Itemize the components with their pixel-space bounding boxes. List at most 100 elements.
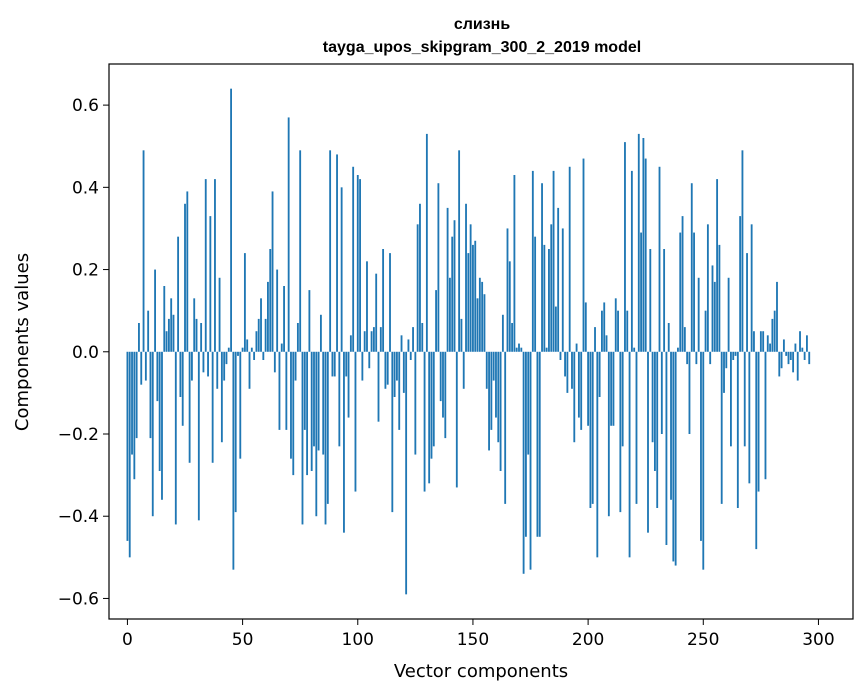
bar — [794, 343, 797, 352]
x-tick-label: 300 — [802, 630, 834, 650]
bar — [697, 277, 700, 352]
bar — [306, 351, 309, 476]
bar — [467, 253, 470, 352]
bar — [377, 351, 380, 422]
bar — [444, 351, 447, 439]
bar — [437, 183, 440, 352]
bar — [407, 339, 410, 352]
bar — [352, 166, 355, 352]
bar — [580, 351, 583, 430]
bar — [799, 331, 801, 352]
bar — [490, 351, 493, 430]
bar — [531, 170, 534, 352]
bar — [640, 232, 643, 352]
bar — [644, 158, 647, 352]
bar — [612, 351, 615, 426]
bar — [649, 249, 652, 352]
bar — [628, 351, 631, 558]
y-tick-label: 0.4 — [72, 178, 99, 198]
bar — [630, 170, 633, 352]
bar — [485, 351, 488, 389]
bar — [227, 347, 230, 352]
bar — [338, 351, 341, 447]
bar — [326, 351, 329, 504]
bar — [677, 347, 679, 352]
bar — [349, 335, 352, 352]
bar — [762, 331, 765, 352]
bar — [725, 351, 728, 369]
bar — [534, 236, 537, 352]
bar — [248, 351, 251, 389]
bar — [303, 351, 306, 430]
bar — [656, 351, 659, 508]
bar — [237, 351, 239, 356]
bar — [421, 323, 424, 352]
bar — [200, 323, 203, 352]
bar — [432, 351, 435, 447]
bar — [400, 335, 403, 352]
bar — [204, 179, 207, 352]
bar — [126, 351, 129, 541]
bar — [642, 138, 645, 352]
bar — [442, 351, 444, 418]
bar — [787, 351, 790, 365]
bar — [269, 249, 272, 352]
bar — [504, 351, 507, 504]
bar — [713, 281, 716, 352]
bar — [218, 277, 221, 352]
bar — [624, 142, 626, 352]
bar — [589, 351, 592, 508]
bar — [142, 150, 145, 352]
bar — [796, 351, 799, 381]
bar — [704, 310, 707, 352]
bar — [764, 351, 767, 480]
bar — [287, 117, 290, 352]
bar — [220, 351, 223, 443]
bar — [308, 290, 311, 352]
bar — [633, 347, 636, 352]
bar — [518, 343, 520, 352]
bar — [695, 351, 698, 365]
bar — [757, 351, 760, 492]
x-tick-label: 150 — [457, 630, 489, 650]
bar — [598, 351, 601, 397]
bar — [478, 277, 481, 352]
bar — [172, 314, 175, 352]
bar — [577, 351, 580, 418]
bar — [290, 351, 292, 459]
bar — [750, 224, 753, 352]
bar — [651, 351, 654, 443]
bar — [214, 179, 216, 352]
bar — [425, 133, 428, 352]
bar — [619, 351, 622, 513]
bar — [197, 351, 200, 521]
bar — [474, 240, 477, 352]
x-tick-label: 200 — [572, 630, 604, 650]
bar — [398, 351, 401, 430]
bar — [806, 335, 808, 352]
bar — [430, 351, 433, 459]
bar — [571, 351, 573, 389]
bar — [550, 224, 553, 352]
bar — [617, 310, 619, 352]
bar — [414, 351, 417, 455]
bar — [405, 351, 408, 595]
bar — [755, 351, 758, 550]
x-axis-label: Vector components — [394, 661, 568, 682]
bar — [448, 277, 451, 352]
x-tick-label: 50 — [232, 630, 254, 650]
bar — [389, 253, 391, 352]
bar — [278, 351, 281, 430]
bar — [370, 331, 373, 352]
bar — [163, 286, 166, 352]
bar — [161, 351, 163, 500]
bar — [587, 351, 590, 426]
bar — [727, 277, 730, 352]
bar — [730, 351, 732, 447]
bar — [232, 351, 235, 570]
bar — [260, 298, 262, 352]
bar — [409, 351, 412, 360]
bar — [333, 351, 336, 377]
bar — [665, 351, 668, 545]
bar — [294, 351, 297, 381]
